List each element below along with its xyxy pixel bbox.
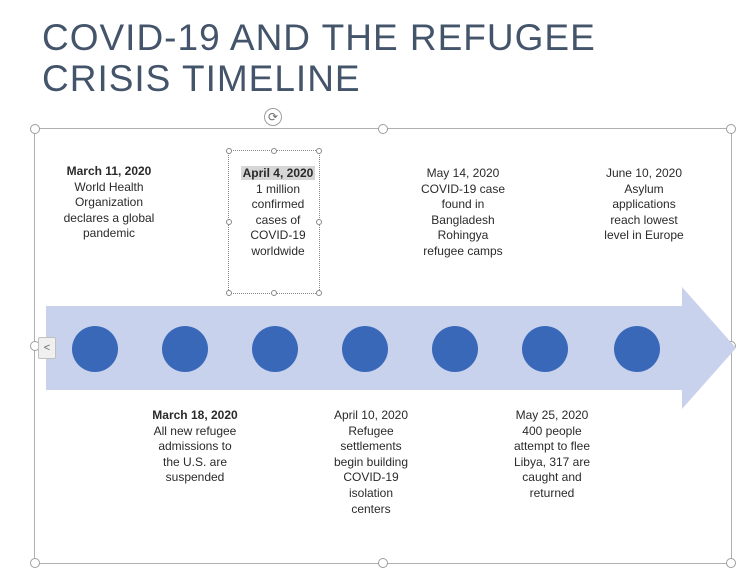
textbox-handle-e[interactable] bbox=[316, 219, 322, 225]
resize-handle-sw[interactable] bbox=[30, 558, 40, 568]
event-desc: COVID-19 case found in Bangladesh Rohing… bbox=[418, 182, 508, 260]
textbox-handle-se[interactable] bbox=[316, 290, 322, 296]
page-title: COVID-19 AND THE REFUGEE CRISIS TIMELINE bbox=[42, 18, 642, 99]
textbox-handle-w[interactable] bbox=[226, 219, 232, 225]
resize-handle-n[interactable] bbox=[378, 124, 388, 134]
resize-handle-se[interactable] bbox=[726, 558, 736, 568]
event-date: May 14, 2020 bbox=[418, 166, 508, 182]
timeline-event-3[interactable]: April 10, 2020Refugee settlements begin … bbox=[328, 408, 414, 517]
textbox-handle-ne[interactable] bbox=[316, 148, 322, 154]
event-desc: Refugee settlements begin building COVID… bbox=[328, 424, 414, 518]
timeline-dot-5[interactable] bbox=[522, 326, 568, 372]
event-date: March 18, 2020 bbox=[152, 408, 238, 424]
smartart-expand-button[interactable]: < bbox=[38, 337, 56, 359]
timeline-event-1[interactable]: March 18, 2020All new refugee admissions… bbox=[152, 408, 238, 486]
event-date: April 10, 2020 bbox=[328, 408, 414, 424]
event-date: June 10, 2020 bbox=[600, 166, 688, 182]
event-date: March 11, 2020 bbox=[62, 164, 156, 180]
diagram-canvas: COVID-19 AND THE REFUGEE CRISIS TIMELINE… bbox=[0, 0, 756, 588]
timeline-dot-4[interactable] bbox=[432, 326, 478, 372]
rotate-handle[interactable]: ⟳ bbox=[264, 108, 282, 126]
event-desc: All new refugee admissions to the U.S. a… bbox=[152, 424, 238, 486]
timeline-dot-3[interactable] bbox=[342, 326, 388, 372]
resize-handle-nw[interactable] bbox=[30, 124, 40, 134]
timeline-dot-0[interactable] bbox=[72, 326, 118, 372]
textbox-handle-sw[interactable] bbox=[226, 290, 232, 296]
timeline-dot-1[interactable] bbox=[162, 326, 208, 372]
event-desc: Asylum applications reach lowest level i… bbox=[600, 182, 688, 244]
textbox-selection[interactable] bbox=[228, 150, 320, 294]
timeline-event-5[interactable]: May 25, 2020400 people attempt to flee L… bbox=[508, 408, 596, 502]
timeline-dot-6[interactable] bbox=[614, 326, 660, 372]
timeline-event-0[interactable]: March 11, 2020World Health Organization … bbox=[62, 164, 156, 242]
timeline-event-4[interactable]: May 14, 2020COVID-19 case found in Bangl… bbox=[418, 166, 508, 260]
event-desc: 400 people attempt to flee Libya, 317 ar… bbox=[508, 424, 596, 502]
timeline-event-6[interactable]: June 10, 2020Asylum applications reach l… bbox=[600, 166, 688, 244]
textbox-handle-s[interactable] bbox=[271, 290, 277, 296]
event-desc: World Health Organization declares a glo… bbox=[62, 180, 156, 242]
textbox-handle-nw[interactable] bbox=[226, 148, 232, 154]
timeline-dot-2[interactable] bbox=[252, 326, 298, 372]
textbox-handle-n[interactable] bbox=[271, 148, 277, 154]
event-date: May 25, 2020 bbox=[508, 408, 596, 424]
resize-handle-ne[interactable] bbox=[726, 124, 736, 134]
resize-handle-s[interactable] bbox=[378, 558, 388, 568]
